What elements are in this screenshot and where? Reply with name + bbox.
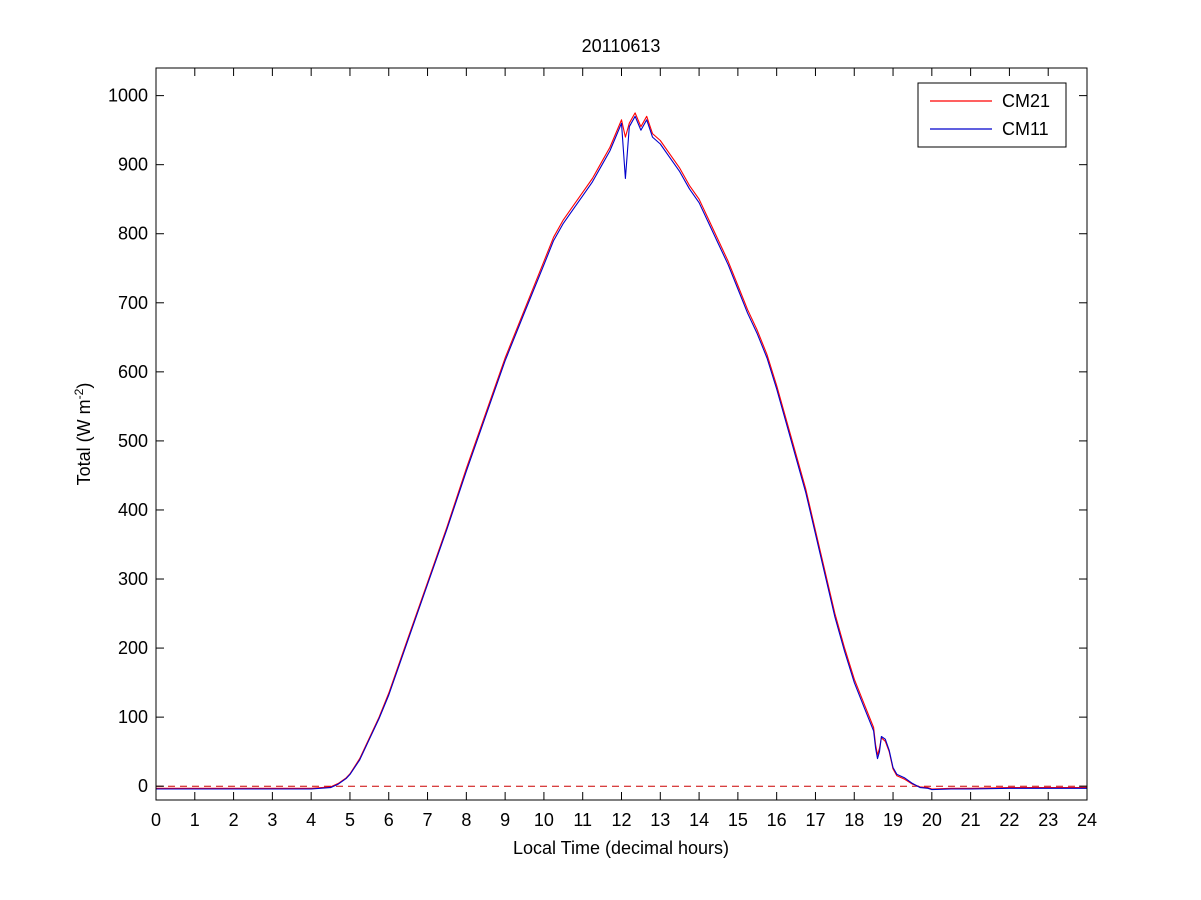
x-tick-label: 16 bbox=[767, 810, 787, 830]
y-axis: 0 100 200 300 400 500 600 700 800 900 1000 bbox=[108, 86, 1087, 796]
y-tick-label: 900 bbox=[118, 155, 148, 175]
x-tick-label: 24 bbox=[1077, 810, 1097, 830]
x-tick-label: 21 bbox=[961, 810, 981, 830]
series-line-cm11 bbox=[156, 115, 1087, 791]
x-tick-label: 19 bbox=[883, 810, 903, 830]
y-tick-label: 800 bbox=[118, 224, 148, 244]
x-tick-label: 22 bbox=[999, 810, 1019, 830]
x-axis: 0 1 2 3 4 5 6 7 8 9 10 11 12 13 14 15 16 17 18 19 20 21 22 23 24 bbox=[151, 68, 1097, 830]
y-axis-label-close: ) bbox=[74, 383, 94, 389]
x-tick-label: 0 bbox=[151, 810, 161, 830]
x-tick-label: 5 bbox=[345, 810, 355, 830]
x-tick-label: 2 bbox=[229, 810, 239, 830]
x-tick-label: 3 bbox=[267, 810, 277, 830]
legend-label-cm11: CM11 bbox=[1002, 119, 1049, 139]
x-tick-label: 20 bbox=[922, 810, 942, 830]
x-tick-label: 23 bbox=[1038, 810, 1058, 830]
x-tick-label: 6 bbox=[384, 810, 394, 830]
y-tick-label: 400 bbox=[118, 500, 148, 520]
x-tick-label: 8 bbox=[461, 810, 471, 830]
y-tick-label: 500 bbox=[118, 431, 148, 451]
legend-label-cm21: CM21 bbox=[1002, 91, 1050, 111]
y-axis-label-superscript: -2 bbox=[72, 388, 86, 399]
y-tick-label: 1000 bbox=[108, 86, 148, 106]
x-tick-label: 13 bbox=[650, 810, 670, 830]
y-axis-label-base: Total (W m bbox=[74, 399, 94, 485]
y-tick-label: 600 bbox=[118, 362, 148, 382]
x-tick-label: 15 bbox=[728, 810, 748, 830]
x-tick-label: 9 bbox=[500, 810, 510, 830]
y-axis-label: Total (W m-2) bbox=[72, 383, 94, 486]
x-axis-label: Local Time (decimal hours) bbox=[513, 838, 729, 858]
y-tick-label: 700 bbox=[118, 293, 148, 313]
y-tick-label: 0 bbox=[138, 776, 148, 796]
x-tick-label: 12 bbox=[611, 810, 631, 830]
legend-box bbox=[917, 82, 1067, 148]
y-tick-label: 200 bbox=[118, 638, 148, 658]
series-line-cm21 bbox=[156, 112, 1087, 790]
legend: CM21 CM11 bbox=[917, 82, 1067, 148]
x-tick-label: 14 bbox=[689, 810, 709, 830]
x-tick-label: 18 bbox=[844, 810, 864, 830]
x-tick-label: 7 bbox=[423, 810, 433, 830]
x-tick-label: 10 bbox=[534, 810, 554, 830]
x-tick-label: 17 bbox=[805, 810, 825, 830]
x-tick-label: 4 bbox=[306, 810, 316, 830]
x-tick-label: 1 bbox=[190, 810, 200, 830]
y-tick-label: 300 bbox=[118, 569, 148, 589]
chart-title: 20110613 bbox=[582, 36, 661, 56]
y-tick-label: 100 bbox=[118, 707, 148, 727]
x-tick-label: 11 bbox=[573, 810, 592, 830]
